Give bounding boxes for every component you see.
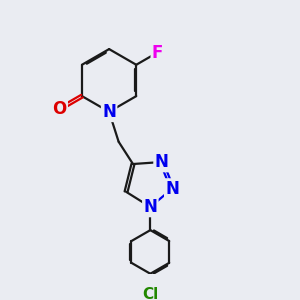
Text: F: F [152, 44, 163, 62]
Text: O: O [52, 100, 67, 118]
Text: N: N [154, 153, 169, 171]
Text: N: N [143, 198, 157, 216]
Text: N: N [165, 180, 179, 198]
Text: N: N [102, 103, 116, 121]
Text: Cl: Cl [142, 287, 158, 300]
